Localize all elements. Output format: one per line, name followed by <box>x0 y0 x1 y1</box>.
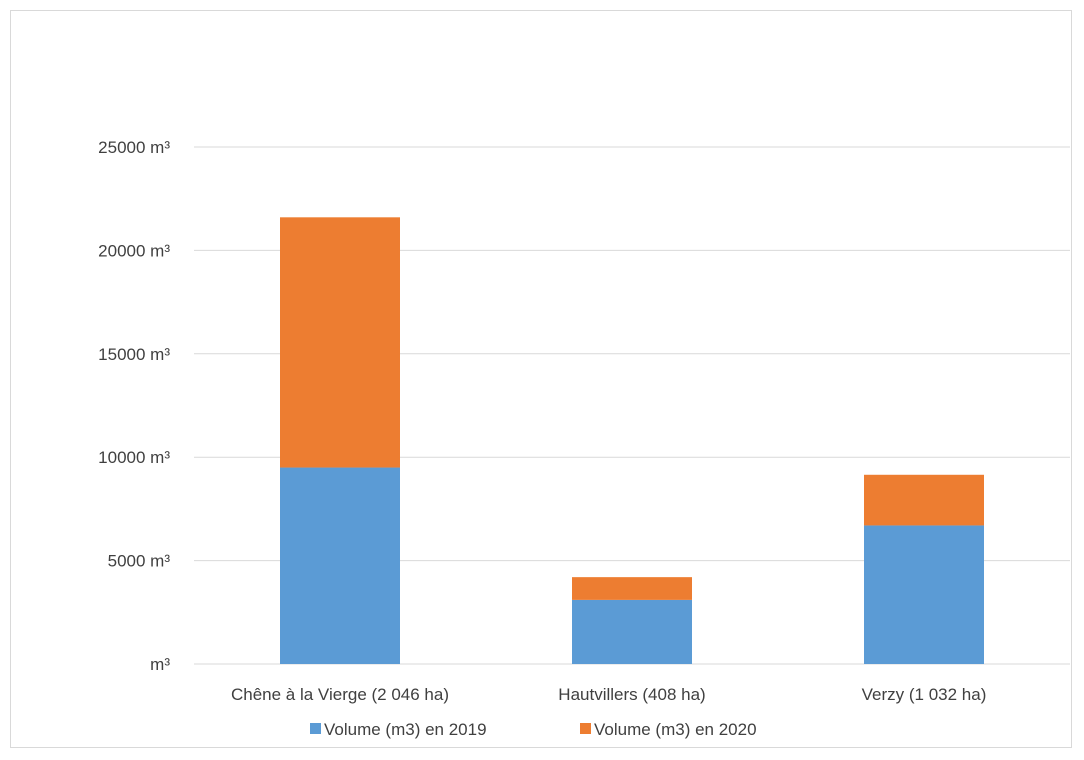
y-tick-label: 15000 m³ <box>98 345 170 364</box>
legend-label: Volume (m3) en 2019 <box>324 720 487 739</box>
y-tick-label: 25000 m³ <box>98 138 170 157</box>
bar-segment <box>280 217 400 468</box>
legend: Volume (m3) en 2019 Volume (m3) en 2020 <box>310 720 757 739</box>
bar-segment <box>864 525 984 664</box>
y-tick-label: 20000 m³ <box>98 241 170 260</box>
bar-segment <box>572 577 692 600</box>
x-category-label: Verzy (1 032 ha) <box>862 685 987 704</box>
y-tick-label: 5000 m³ <box>108 552 171 571</box>
y-tick-label: m³ <box>150 655 170 674</box>
bar-segment <box>572 599 692 664</box>
bars <box>280 217 984 664</box>
bar-segment <box>280 467 400 664</box>
x-axis-category-labels: Chêne à la Vierge (2 046 ha) Hautvillers … <box>231 685 986 704</box>
legend-swatch <box>580 723 591 734</box>
x-category-label: Chêne à la Vierge (2 046 ha) <box>231 685 449 704</box>
legend-swatch <box>310 723 321 734</box>
bar-segment <box>864 474 984 526</box>
y-tick-label: 10000 m³ <box>98 448 170 467</box>
x-category-label: Hautvillers (408 ha) <box>558 685 705 704</box>
legend-label: Volume (m3) en 2020 <box>594 720 757 739</box>
y-axis-tick-labels: m³ 5000 m³ 10000 m³ 15000 m³ 20000 m³ 25000 m… <box>98 138 170 674</box>
